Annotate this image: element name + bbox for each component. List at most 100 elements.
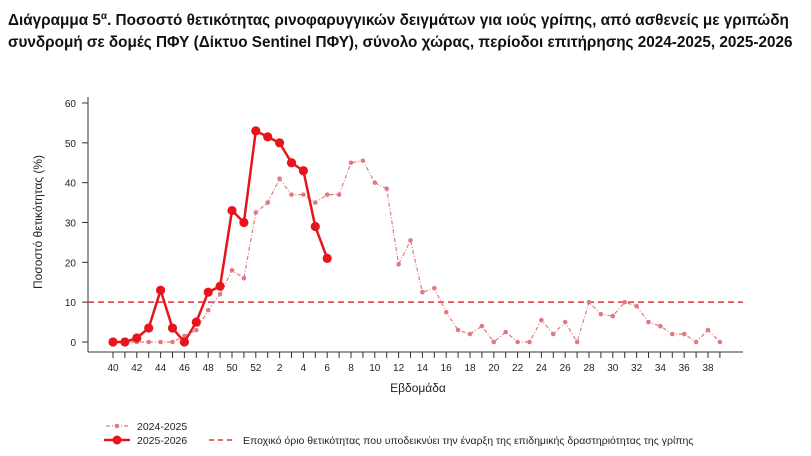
data-point-2024-2025	[670, 331, 675, 337]
y-axis-label: Ποσοστό θετικότητας (%)	[31, 155, 45, 289]
data-point-2024-2025	[539, 317, 544, 323]
data-point-2024-2025	[313, 200, 318, 205]
data-point-2024-2025	[432, 285, 437, 291]
data-point-2024-2025	[479, 323, 485, 329]
data-point-2025-2026	[275, 138, 285, 148]
data-point-2024-2025	[372, 180, 378, 185]
x-tick-label: 28	[583, 363, 595, 374]
x-tick-label: 12	[393, 363, 405, 374]
series-line-2024-2025	[113, 160, 721, 344]
data-point-2024-2025	[360, 158, 366, 164]
y-tick-label: 60	[65, 99, 77, 110]
x-tick-label: 6	[324, 363, 330, 374]
data-point-2024-2025	[551, 331, 556, 337]
x-tick-label: 4	[301, 363, 307, 374]
data-point-2024-2025	[515, 339, 520, 345]
x-tick-label: 46	[179, 363, 191, 374]
data-point-2025-2026	[156, 285, 166, 295]
y-tick-label: 20	[65, 258, 77, 269]
data-point-2025-2026	[179, 337, 189, 347]
data-point-2025-2026	[227, 205, 237, 216]
data-point-2025-2026	[251, 126, 261, 136]
data-point-2024-2025	[634, 303, 639, 309]
data-point-2024-2025	[693, 339, 699, 345]
data-point-2024-2025	[182, 333, 187, 339]
data-point-2024-2025	[253, 210, 259, 215]
data-point-2025-2026	[322, 253, 332, 263]
data-point-2024-2025	[324, 192, 330, 197]
legend-label-2025: 2025-2026	[137, 435, 187, 447]
data-point-2025-2026	[263, 132, 273, 142]
legend: 2024-2025 2025-2026 Εποχικό όριο θετικότ…	[104, 421, 693, 447]
data-point-2025-2026	[310, 221, 320, 232]
x-tick-label: 44	[155, 363, 167, 374]
y-tick-label: 50	[65, 139, 77, 150]
data-point-2024-2025	[170, 339, 175, 345]
y-tick-label: 0	[70, 338, 76, 349]
x-tick-label: 16	[441, 363, 453, 374]
data-point-2024-2025	[301, 192, 306, 197]
data-point-2024-2025	[229, 268, 235, 273]
data-point-2024-2025	[467, 331, 473, 337]
data-point-2024-2025	[348, 160, 354, 166]
data-point-2024-2025	[420, 289, 425, 295]
legend-marker-2025	[112, 435, 122, 445]
legend-label-threshold: Εποχικό όριο θετικότητας που υποδεικνύει…	[243, 435, 693, 447]
data-point-2024-2025	[574, 339, 580, 345]
data-point-2024-2025	[527, 339, 532, 345]
x-tick-label: 2	[277, 363, 283, 374]
x-tick-label: 34	[655, 363, 667, 374]
data-point-2025-2026	[191, 317, 201, 327]
data-point-2025-2026	[298, 166, 308, 176]
data-point-2024-2025	[562, 319, 568, 325]
data-point-2024-2025	[146, 339, 151, 345]
title-sup: α	[100, 11, 108, 22]
x-tick-label: 42	[131, 363, 143, 374]
x-tick-label: 20	[488, 363, 500, 374]
data-point-2024-2025	[336, 192, 342, 197]
x-tick-label: 24	[536, 363, 548, 374]
data-point-2024-2025	[622, 299, 627, 305]
x-tick-label: 14	[417, 363, 429, 374]
x-tick-label: 26	[560, 363, 572, 374]
data-point-2024-2025	[503, 329, 509, 335]
x-tick-label: 22	[512, 363, 524, 374]
data-point-2024-2025	[610, 313, 616, 319]
legend-marker-2024	[114, 423, 120, 429]
x-tick-label: 18	[464, 363, 476, 374]
y-tick-label: 40	[65, 179, 77, 190]
data-point-2024-2025	[455, 327, 461, 333]
x-tick-label: 38	[702, 363, 714, 374]
data-point-2024-2025	[265, 200, 271, 205]
data-point-2024-2025	[646, 319, 651, 325]
title-text: . Ποσοστό θετικότητας ρινοφαρυγγικών δει…	[8, 12, 793, 52]
data-point-2025-2026	[203, 287, 213, 297]
data-point-2025-2026	[215, 281, 225, 291]
chart-title: Διάγραμμα 5α. Ποσοστό θετικότητας ρινοφα…	[8, 6, 808, 54]
data-point-2024-2025	[158, 339, 163, 345]
y-tick-label: 10	[65, 298, 77, 309]
x-tick-label: 48	[203, 363, 215, 374]
title-prefix: Διάγραμμα 5	[8, 12, 101, 30]
data-point-2024-2025	[194, 327, 199, 333]
x-axis-label: Εβδομάδα	[390, 381, 446, 395]
data-point-2024-2025	[717, 339, 723, 345]
data-point-2024-2025	[277, 176, 282, 181]
x-tick-label: 10	[369, 363, 381, 374]
data-point-2025-2026	[108, 337, 118, 347]
data-point-2024-2025	[658, 323, 663, 329]
data-point-2025-2026	[132, 333, 142, 343]
data-point-2024-2025	[241, 275, 247, 281]
data-point-2024-2025	[586, 299, 592, 305]
x-tick-label: 36	[679, 363, 691, 374]
data-point-2024-2025	[598, 311, 604, 317]
data-point-2025-2026	[144, 323, 154, 333]
y-tick-label: 30	[65, 219, 77, 230]
data-point-2025-2026	[120, 337, 130, 347]
data-point-2024-2025	[217, 291, 223, 297]
x-tick-label: 32	[631, 363, 643, 374]
x-tick-label: 30	[607, 363, 619, 374]
data-point-2024-2025	[443, 309, 449, 315]
data-point-2025-2026	[239, 217, 249, 228]
